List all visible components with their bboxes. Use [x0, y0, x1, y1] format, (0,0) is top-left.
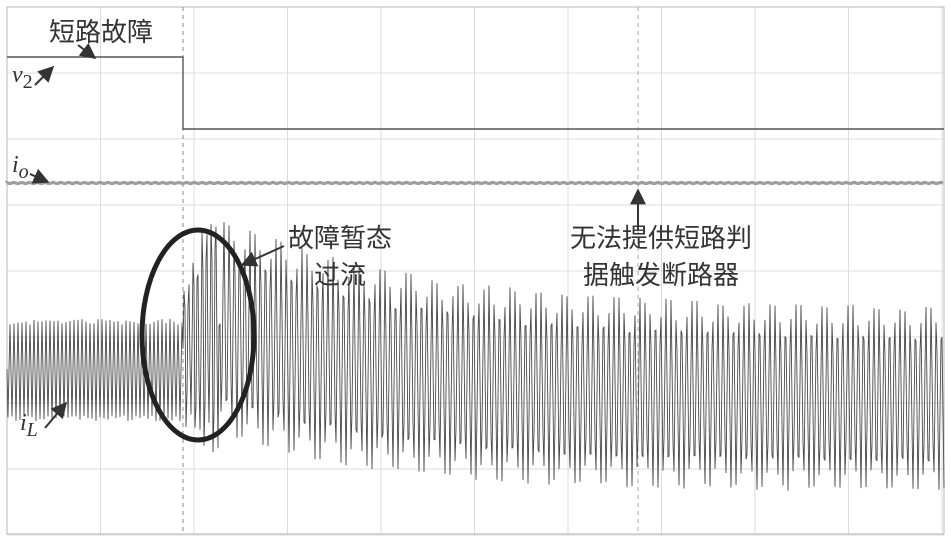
scope-plot: [0, 0, 951, 541]
